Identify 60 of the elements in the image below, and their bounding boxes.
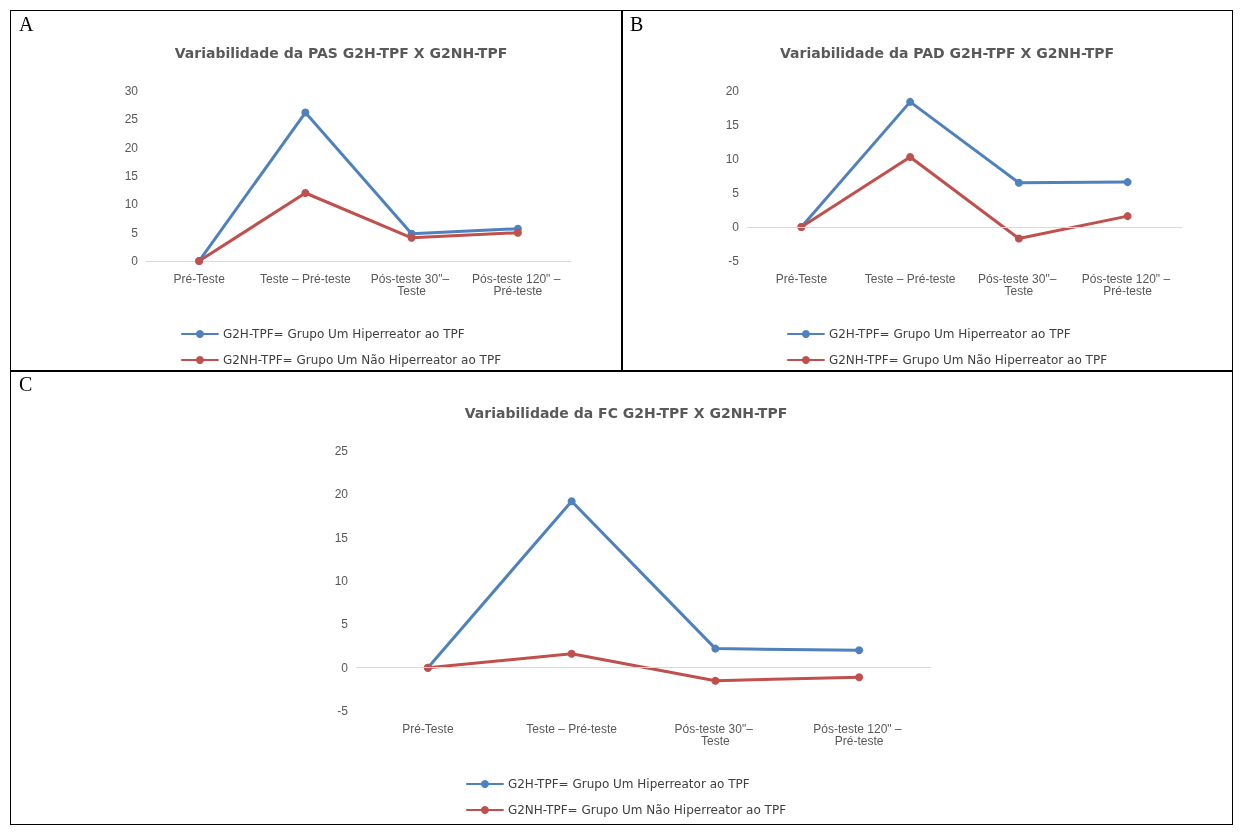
point: [855, 673, 864, 682]
text: A: [19, 13, 34, 36]
y-tick-label: 20: [725, 84, 740, 98]
point: [906, 97, 915, 106]
legend-label: G2H-TPF= Grupo Um Hiperreator ao TPF: [507, 777, 750, 791]
y-tick-label: 25: [124, 112, 139, 127]
x-tick-label: Pré-Teste: [402, 722, 454, 736]
legend-label: G2H-TPF= Grupo Um Hiperreator ao TPF: [828, 327, 1071, 341]
chart-title: Variabilidade da FC G2H-TPF X G2NH-TPF: [464, 405, 788, 421]
legend-label: G2NH-TPF= Grupo Um Não Hiperreator ao TPF: [828, 353, 1108, 367]
point: [301, 189, 310, 197]
x-tick-label: Pré-Teste: [775, 272, 828, 286]
x-tick-label: Teste – Pré-teste: [260, 272, 352, 286]
y-tick-label: 5: [732, 186, 740, 200]
point: [1014, 234, 1023, 243]
x-tick-label: Teste – Pré-teste: [526, 722, 618, 736]
y-tick-label: 15: [124, 169, 139, 183]
y-tick-label: 20: [124, 140, 139, 155]
x-tick-label: Teste – Pré-teste: [864, 272, 956, 286]
y-tick-label: 15: [725, 118, 740, 132]
y-tick-label: 5: [131, 225, 139, 240]
point: [567, 649, 576, 658]
y-tick-label: -5: [337, 704, 349, 718]
point: [1123, 212, 1132, 221]
point: [1014, 178, 1023, 187]
point: [711, 644, 720, 653]
y-tick-label: 30: [124, 84, 139, 98]
chart-title: Variabilidade da PAD G2H-TPF X G2NH-TPF: [779, 45, 1115, 61]
legend-label: G2NH-TPF= Grupo Um Não Hiperreator ao TPF: [222, 353, 502, 367]
point: [855, 646, 864, 655]
y-tick-label: -5: [728, 254, 740, 268]
y-tick-label: 20: [334, 487, 349, 502]
y-tick-label: 25: [334, 444, 349, 458]
x-tick-label: Pós-teste 30"– Teste: [674, 722, 757, 748]
y-tick-label: 0: [732, 220, 740, 234]
text: B: [630, 13, 644, 36]
chart-title: Variabilidade da PAS G2H-TPF X G2NH-TPF: [174, 45, 508, 61]
y-tick-label: 0: [131, 254, 139, 268]
x-tick-label: Pós-teste 120" – Pré-teste: [1081, 272, 1174, 298]
x-tick-label: Pós-teste 30"– Teste: [370, 272, 453, 298]
text: C: [19, 373, 33, 396]
y-tick-label: 15: [334, 530, 349, 545]
point: [301, 108, 310, 117]
x-tick-label: Pós-teste 120" – Pré-teste: [472, 272, 564, 298]
point: [513, 228, 522, 237]
y-tick-label: 10: [334, 574, 349, 588]
y-tick-label: 5: [341, 617, 349, 632]
point: [407, 233, 416, 242]
y-tick-label: 10: [725, 152, 740, 166]
point: [567, 497, 576, 506]
point: [906, 152, 915, 161]
point: [1123, 178, 1132, 187]
x-tick-label: Pré-Teste: [173, 272, 226, 286]
legend-label: G2H-TPF= Grupo Um Hiperreator ao TPF: [222, 327, 465, 341]
legend-label: G2NH-TPF= Grupo Um Não Hiperreator ao TPF: [507, 803, 787, 817]
point: [711, 676, 720, 685]
x-tick-label: Pós-teste 120" – Pré-teste: [813, 722, 905, 748]
x-tick-label: Pós-teste 30"– Teste: [978, 272, 1060, 298]
y-tick-label: 10: [124, 197, 139, 212]
y-tick-label: 0: [341, 660, 349, 675]
